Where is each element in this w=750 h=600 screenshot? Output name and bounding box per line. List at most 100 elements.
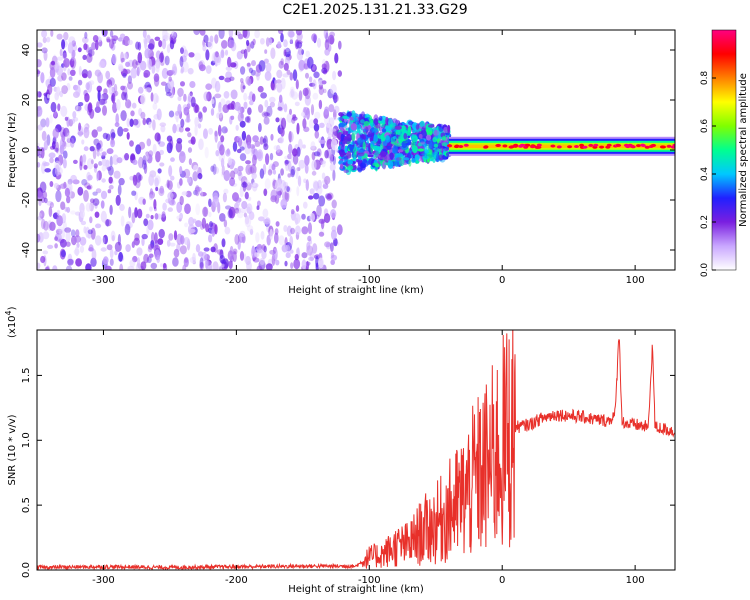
heatmap-cell [278,94,283,104]
heatmap-cell [261,244,266,251]
heatmap-cell [77,47,82,53]
heatmap-cell [120,110,127,122]
heatmap-cell [190,136,196,145]
heatmap-cell [378,115,383,121]
heatmap-cell [72,111,77,119]
heatmap-cell [326,123,331,128]
heatmap-cell [46,200,54,206]
heatmap-cell [66,82,71,91]
heatmap-cell [48,206,53,218]
heatmap-cell [87,174,93,181]
heatmap-cell [258,216,265,222]
heatmap-cell [229,62,237,68]
heatmap-cell [157,168,162,174]
y-tick-label: 0.0 [21,562,32,578]
heatmap-cell [159,122,167,127]
heatmap-cell [296,167,301,172]
heatmap-cell [241,200,248,210]
heatmap-cell [173,230,178,241]
heatmap-cell [56,86,61,97]
heatmap-cell [101,151,107,156]
heatmap-cell [295,225,301,236]
heatmap-cell [48,152,56,159]
heatmap-cell [252,38,256,46]
heatmap-cell [366,129,373,138]
heatmap-cell [252,182,256,187]
heatmap-cell [325,242,331,250]
heatmap-cell [159,52,164,63]
heatmap-cell [169,39,175,50]
heatmap-cell [89,146,95,152]
heatmap-cell [64,187,70,197]
colorbar-label: Normalized spectral amplitude [738,73,749,227]
heatmap-cell [265,62,272,73]
heatmap-cell [282,73,290,78]
heatmap-cell [156,108,162,121]
heatmap-cell [289,108,292,115]
heatmap-cell [198,138,204,151]
heatmap-cell [138,174,143,181]
heatmap-cell [246,203,253,215]
heatmap-cell [136,247,143,256]
heatmap-cell [118,177,125,186]
heatmap-cell [257,85,264,93]
heatmap-cell [249,100,254,106]
heatmap-cell [311,159,317,171]
heatmap-cell [404,157,410,161]
heatmap-cell [263,112,271,117]
heatmap-cell [229,170,236,180]
heatmap-cell [74,104,79,111]
heatmap-cell [441,142,448,147]
heatmap-cell [71,49,76,59]
heatmap-cell [198,112,203,123]
heatmap-cell [360,119,365,124]
heatmap-cell [232,141,238,152]
heatmap-cell [338,123,346,128]
heatmap-cell [670,145,675,149]
heatmap-cell [203,247,210,252]
heatmap-cell [287,30,295,38]
heatmap-cell [131,241,135,249]
heatmap-cell [212,261,219,270]
heatmap-cell [83,146,89,152]
heatmap-cell [283,39,288,48]
heatmap-cell [195,244,201,253]
heatmap-cell [121,91,126,101]
heatmap-cell [66,132,71,142]
heatmap-cell [382,160,387,170]
heatmap-cell [170,175,175,181]
heatmap-cell [333,92,338,104]
heatmap-cell [190,96,196,108]
heatmap-cell [132,255,138,263]
heatmap-cell [194,116,199,127]
heatmap-cell [285,252,291,259]
heatmap-cell [108,184,114,190]
heatmap-cell [153,73,160,83]
heatmap-cell [198,251,204,257]
heatmap-cell [338,160,344,165]
heatmap-cell [181,191,188,196]
heatmap-cell [111,86,115,93]
heatmap-cell [300,111,305,117]
heatmap-cell [87,184,93,190]
heatmap-cell [120,57,125,63]
heatmap-cell [187,147,193,153]
heatmap-cell [254,69,261,77]
heatmap-cell [96,142,102,150]
heatmap-cell [227,103,235,110]
heatmap-cell [179,166,183,175]
heatmap-cell [321,67,328,74]
heatmap-cell [188,158,192,166]
heatmap-cell [312,243,318,254]
heatmap-cell [65,241,71,247]
colorbar-ticks: 0.0 0.2 0.4 0.6 0.8 [700,71,716,277]
heatmap-cell [276,82,283,93]
heatmap-cell [137,208,143,219]
heatmap-cell [189,91,193,97]
heatmap-cell [192,171,198,182]
heatmap-cell [218,112,224,122]
heatmap-cell [84,31,88,39]
heatmap-cell [270,47,276,60]
heatmap-cell [69,69,76,77]
heatmap-cell [52,127,59,139]
